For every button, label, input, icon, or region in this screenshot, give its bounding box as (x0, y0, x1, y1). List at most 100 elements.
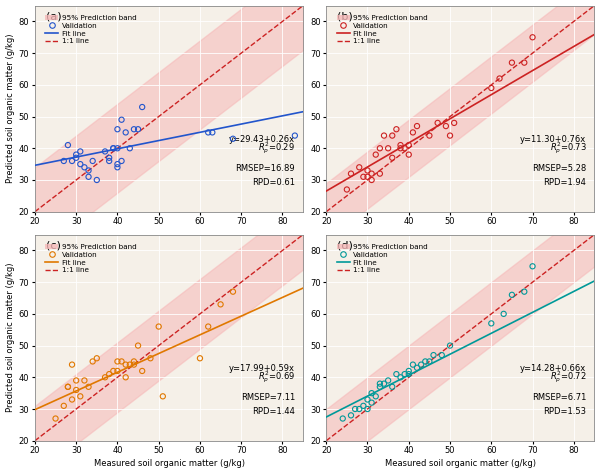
Point (117, 116, 127, 124)
Point (228, 288, 238, 295)
Point (528, 34, 538, 41)
Point (146, 355, 155, 362)
Point (76, 160, 85, 168)
Point (88, 157, 97, 165)
Point (379, 132, 389, 139)
Point (499, 310, 508, 318)
Point (495, 75, 505, 82)
Point (133, 126, 143, 133)
Point (359, 402, 368, 410)
Text: RPD=1.53: RPD=1.53 (544, 407, 586, 416)
X-axis label: Measured soil organic matter (g/kg): Measured soil organic matter (g/kg) (94, 459, 245, 468)
Point (359, 173, 368, 181)
Point (104, 157, 114, 165)
Point (125, 361, 134, 368)
Point (63, 141, 73, 149)
Point (117, 358, 127, 365)
Text: RMSEP=5.28: RMSEP=5.28 (532, 164, 586, 173)
Point (388, 154, 397, 162)
Point (113, 160, 122, 168)
Point (228, 135, 238, 143)
Point (137, 103, 147, 111)
Point (67, 396, 77, 403)
Point (216, 301, 226, 308)
Y-axis label: Predicted soil organic matter (g/kg): Predicted soil organic matter (g/kg) (5, 34, 14, 183)
Point (396, 374, 406, 381)
Point (362, 396, 372, 403)
Text: y=29.43+0.26x: y=29.43+0.26x (229, 135, 295, 144)
Point (429, 351, 439, 359)
Text: $R_p^2$=0.73: $R_p^2$=0.73 (550, 140, 586, 156)
Point (113, 367, 122, 375)
Point (396, 145, 406, 152)
Point (355, 405, 364, 413)
Point (350, 405, 360, 413)
Point (520, 59, 529, 66)
Point (520, 288, 529, 295)
Point (125, 145, 134, 152)
Point (71, 377, 81, 384)
Point (129, 358, 139, 365)
X-axis label: Measured soil organic matter (g/kg): Measured soil organic matter (g/kg) (385, 459, 536, 468)
Point (421, 358, 430, 365)
Point (121, 128, 130, 136)
Point (367, 399, 376, 407)
Point (208, 128, 217, 136)
Point (355, 164, 364, 171)
Point (113, 164, 122, 171)
Point (416, 361, 426, 368)
Point (158, 392, 167, 400)
Legend: 95% Prediction band, Validation, Fit line, 1:1 line: 95% Prediction band, Validation, Fit lin… (335, 242, 430, 275)
Point (487, 319, 496, 327)
Point (392, 370, 401, 378)
Point (375, 170, 385, 177)
Point (445, 132, 455, 139)
Point (371, 151, 380, 158)
Point (342, 186, 352, 193)
Point (338, 415, 347, 422)
Point (412, 364, 422, 372)
Point (76, 147, 85, 155)
Point (92, 176, 101, 184)
Point (117, 157, 127, 165)
Point (388, 132, 397, 139)
Point (71, 154, 81, 162)
Point (371, 392, 380, 400)
Point (51, 415, 61, 422)
Point (113, 145, 122, 152)
Text: (b): (b) (337, 12, 353, 22)
Point (404, 370, 413, 378)
Point (109, 145, 118, 152)
Point (367, 389, 376, 397)
Text: $R_p^2$=0.69: $R_p^2$=0.69 (257, 370, 295, 385)
Text: RPD=0.61: RPD=0.61 (252, 178, 295, 187)
Point (63, 383, 73, 391)
Point (104, 370, 114, 378)
Point (437, 351, 446, 359)
Point (362, 405, 372, 413)
Text: RPD=1.44: RPD=1.44 (252, 407, 295, 416)
Point (84, 173, 94, 181)
Text: $R_p^2$=0.72: $R_p^2$=0.72 (550, 370, 586, 385)
Point (404, 151, 413, 158)
Point (113, 358, 122, 365)
Point (195, 355, 205, 362)
Point (433, 119, 442, 127)
Text: y=14.28+0.66x: y=14.28+0.66x (520, 364, 586, 373)
Point (379, 380, 389, 387)
Point (133, 342, 143, 349)
Text: y=11.30+0.76x: y=11.30+0.76x (520, 135, 586, 144)
Legend: 95% Prediction band, Validation, Fit line, 1:1 line: 95% Prediction band, Validation, Fit lin… (335, 13, 430, 46)
Point (408, 128, 418, 136)
Point (400, 145, 409, 152)
Point (109, 145, 118, 152)
Point (100, 147, 110, 155)
Text: y=17.99+0.59x: y=17.99+0.59x (229, 364, 295, 373)
Point (71, 151, 81, 158)
Y-axis label: Predicted soil organic matter (g/kg): Predicted soil organic matter (g/kg) (5, 263, 14, 412)
Point (80, 164, 89, 171)
Text: $R_p^2$=0.29: $R_p^2$=0.29 (258, 140, 295, 156)
Point (346, 170, 356, 177)
Point (400, 370, 409, 378)
Point (84, 383, 94, 391)
